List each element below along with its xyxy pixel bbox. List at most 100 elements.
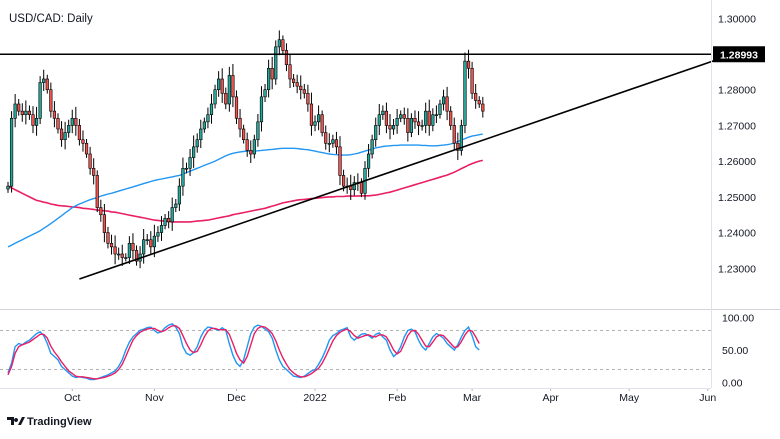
candle bbox=[391, 119, 396, 135]
candle-body bbox=[45, 78, 49, 91]
candle-body bbox=[52, 110, 57, 119]
candle-body bbox=[388, 125, 392, 130]
candle-body bbox=[31, 114, 35, 126]
candle-body bbox=[70, 117, 74, 126]
candle bbox=[170, 197, 174, 231]
candle bbox=[291, 74, 296, 88]
candle-body bbox=[341, 175, 346, 187]
candle-body bbox=[120, 253, 124, 258]
candle bbox=[184, 162, 189, 174]
candle bbox=[338, 136, 342, 186]
candle-body bbox=[24, 110, 28, 116]
candle bbox=[470, 61, 474, 100]
candle-body bbox=[281, 39, 285, 51]
candle-body bbox=[256, 121, 260, 141]
candle-body bbox=[142, 239, 146, 255]
candle-body bbox=[399, 114, 403, 119]
candle bbox=[381, 105, 385, 120]
candle bbox=[463, 52, 467, 134]
candle bbox=[92, 158, 96, 185]
tradingview-logo-icon bbox=[7, 417, 25, 425]
candle bbox=[456, 132, 460, 161]
candle-body bbox=[195, 139, 199, 148]
price-tick-label: 1.27000 bbox=[718, 120, 756, 132]
candle-body bbox=[331, 139, 335, 144]
candle-body bbox=[192, 146, 196, 158]
candle-body bbox=[134, 250, 139, 262]
candle-body bbox=[167, 217, 171, 223]
candle-body bbox=[427, 110, 431, 126]
candle bbox=[474, 84, 478, 109]
trendline bbox=[79, 53, 733, 280]
candle bbox=[134, 245, 139, 266]
candle bbox=[38, 76, 42, 125]
candle bbox=[209, 94, 214, 124]
candle-body bbox=[284, 50, 289, 66]
candle-body bbox=[217, 78, 221, 91]
time-tick-label: Nov bbox=[145, 392, 164, 404]
candle-body bbox=[156, 232, 160, 237]
candle bbox=[113, 235, 117, 265]
candle bbox=[9, 111, 14, 193]
candle bbox=[63, 121, 67, 150]
candle-body bbox=[406, 117, 410, 133]
candle bbox=[238, 109, 242, 138]
candle bbox=[252, 134, 256, 159]
price-tick-label: 1.24000 bbox=[718, 228, 756, 240]
candle bbox=[131, 233, 135, 260]
candle bbox=[167, 211, 171, 229]
candle-body bbox=[338, 146, 342, 176]
candle-body bbox=[413, 117, 417, 123]
oscillator-tick-label: 100.00 bbox=[722, 312, 754, 324]
candle-body bbox=[277, 39, 281, 48]
candle-body bbox=[242, 128, 246, 141]
price-tick-label: 1.28000 bbox=[718, 85, 756, 97]
candle-body bbox=[95, 175, 99, 208]
candle-body bbox=[449, 110, 453, 126]
candle bbox=[181, 157, 185, 196]
candle bbox=[242, 124, 246, 144]
candle-body bbox=[213, 89, 217, 105]
candle bbox=[459, 119, 463, 156]
candle bbox=[438, 99, 442, 119]
candle bbox=[192, 135, 196, 168]
current-price-box bbox=[713, 46, 765, 63]
candle-body bbox=[466, 60, 471, 69]
current-price-label: 1.28993 bbox=[720, 49, 758, 61]
candle bbox=[202, 117, 206, 133]
candles-group bbox=[6, 30, 485, 269]
candle bbox=[31, 106, 35, 134]
candle bbox=[6, 181, 10, 193]
candle bbox=[374, 117, 378, 147]
candle bbox=[324, 125, 328, 150]
candle bbox=[34, 106, 39, 136]
candle-body bbox=[127, 242, 131, 258]
candle bbox=[117, 247, 121, 260]
chart-title: USD/CAD: Daily bbox=[9, 13, 93, 25]
candle bbox=[234, 90, 239, 125]
candle bbox=[127, 236, 131, 264]
candle-body bbox=[84, 142, 89, 155]
candle bbox=[334, 131, 339, 154]
candle-body bbox=[391, 125, 396, 130]
candle bbox=[327, 133, 331, 153]
candle-body bbox=[63, 132, 67, 141]
price-axis: 1.300001.290001.280001.270001.260001.250… bbox=[713, 13, 765, 275]
candle bbox=[149, 231, 153, 255]
candle-body bbox=[177, 185, 181, 205]
candle-body bbox=[124, 257, 128, 259]
candle-body bbox=[206, 114, 210, 123]
candle-body bbox=[220, 78, 224, 94]
candle bbox=[84, 139, 89, 158]
candle bbox=[352, 176, 356, 196]
oscillator-tick-label: 0.00 bbox=[722, 378, 743, 390]
ma-long-line bbox=[7, 159, 483, 223]
candle-body bbox=[102, 214, 106, 233]
candle bbox=[174, 199, 178, 213]
stoch-d-line bbox=[7, 325, 480, 380]
candle bbox=[142, 229, 146, 264]
candle-body bbox=[416, 121, 421, 126]
candle-body bbox=[88, 153, 92, 169]
candle-body bbox=[252, 139, 256, 155]
candle bbox=[249, 140, 253, 163]
